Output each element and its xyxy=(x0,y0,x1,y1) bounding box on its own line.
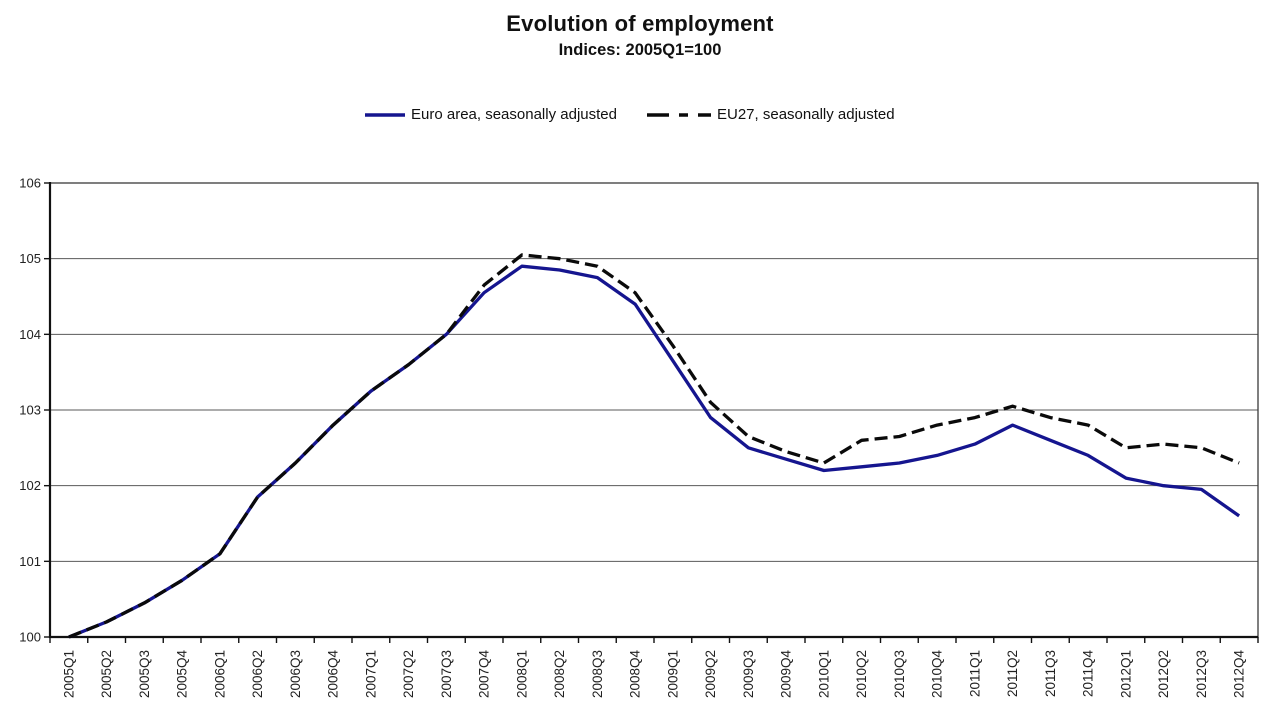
x-tick-label-2009Q3: 2009Q3 xyxy=(741,650,756,698)
chart-title: Evolution of employment xyxy=(506,11,774,36)
x-tick-label-2012Q3: 2012Q3 xyxy=(1194,650,1209,698)
legend-label-eu27: EU27, seasonally adjusted xyxy=(717,106,895,123)
x-tick-label-2011Q2: 2011Q2 xyxy=(1005,650,1020,697)
series-line-eu27 xyxy=(68,253,1240,639)
x-tick-label-2011Q1: 2011Q1 xyxy=(967,650,982,697)
x-tick-label-2011Q4: 2011Q4 xyxy=(1081,650,1096,698)
x-tick-label-2006Q4: 2006Q4 xyxy=(326,650,341,699)
y-tick-label: 106 xyxy=(19,176,41,191)
y-tick-label: 104 xyxy=(19,327,41,342)
y-tick-label: 105 xyxy=(19,251,41,266)
x-tick-label-2005Q1: 2005Q1 xyxy=(61,650,76,698)
x-tick-label-2011Q3: 2011Q3 xyxy=(1043,650,1058,697)
x-tick-label-2007Q3: 2007Q3 xyxy=(439,650,454,698)
x-tick-label-2010Q3: 2010Q3 xyxy=(892,650,907,698)
x-tick-label-2008Q3: 2008Q3 xyxy=(590,650,605,698)
x-tick-label-2012Q2: 2012Q2 xyxy=(1156,650,1171,698)
x-tick-label-2005Q2: 2005Q2 xyxy=(99,650,114,698)
y-tick-label: 101 xyxy=(19,554,41,569)
x-tick-label-2007Q1: 2007Q1 xyxy=(363,650,378,698)
chart-subtitle: Indices: 2005Q1=100 xyxy=(558,41,722,59)
x-tick-label-2010Q1: 2010Q1 xyxy=(816,650,831,698)
legend-label-euro-area: Euro area, seasonally adjusted xyxy=(411,106,617,123)
x-tick-label-2007Q2: 2007Q2 xyxy=(401,650,416,698)
x-tick-label-2010Q2: 2010Q2 xyxy=(854,650,869,698)
x-tick-label-2007Q4: 2007Q4 xyxy=(477,650,492,699)
x-tick-label-2005Q3: 2005Q3 xyxy=(137,650,152,698)
x-tick-label-2008Q1: 2008Q1 xyxy=(514,650,529,698)
y-tick-label: 100 xyxy=(19,630,41,645)
series-line-euro-area xyxy=(68,264,1241,639)
x-tick-label-2008Q4: 2008Q4 xyxy=(628,650,643,699)
x-tick-label-2009Q2: 2009Q2 xyxy=(703,650,718,698)
x-tick-label-2012Q4: 2012Q4 xyxy=(1232,650,1247,699)
y-tick-label: 102 xyxy=(19,478,41,493)
legend-line-dashed-icon xyxy=(647,112,711,117)
x-tick-label-2012Q1: 2012Q1 xyxy=(1118,650,1133,698)
y-tick-label: 103 xyxy=(19,403,41,418)
x-tick-label-2008Q2: 2008Q2 xyxy=(552,650,567,698)
x-tick-label-2006Q1: 2006Q1 xyxy=(212,650,227,698)
x-tick-label-2005Q4: 2005Q4 xyxy=(175,650,190,699)
legend-line-solid-icon xyxy=(365,112,405,117)
x-tick-label-2006Q3: 2006Q3 xyxy=(288,650,303,698)
x-tick-label-2009Q1: 2009Q1 xyxy=(665,650,680,698)
legend-item-eu27: EU27, seasonally adjusted xyxy=(646,106,895,123)
x-tick-label-2010Q4: 2010Q4 xyxy=(930,650,945,699)
x-tick-label-2009Q4: 2009Q4 xyxy=(779,650,794,699)
x-tick-label-2006Q2: 2006Q2 xyxy=(250,650,265,698)
legend-item-euro-area: Euro area, seasonally adjusted xyxy=(364,106,617,123)
